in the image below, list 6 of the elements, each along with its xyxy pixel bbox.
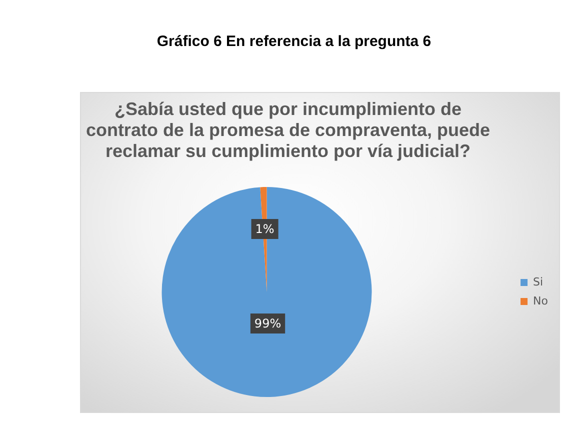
data-label: 99% (254, 316, 282, 331)
chart-title: Gráfico 6 En referencia a la pregunta 6 (156, 33, 432, 50)
data-label: 1% (255, 222, 274, 236)
legend-label: Si (533, 275, 544, 288)
chart-subtitle: ¿Sabía usted que por incumplimiento de contrato de la promesa de compraventa, puede reclamar su cumplimiento por vía judicial? (84, 99, 492, 162)
legend-label: No (533, 294, 548, 308)
